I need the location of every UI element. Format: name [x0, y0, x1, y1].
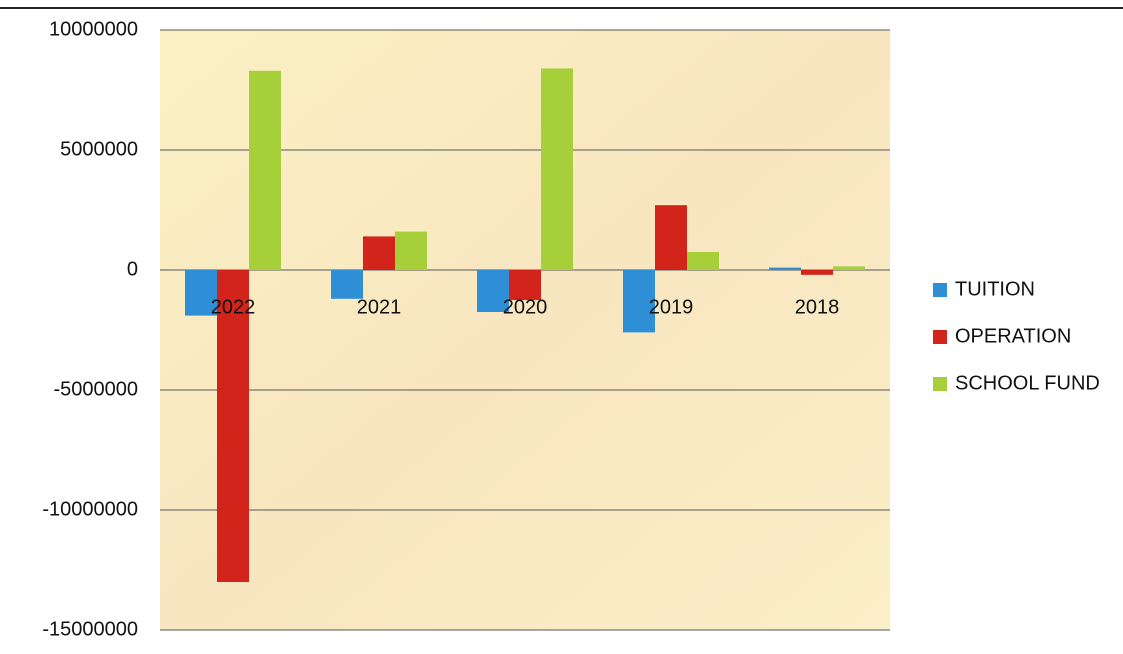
x-tick-label: 2018 — [795, 296, 840, 318]
plot-background — [160, 30, 890, 630]
legend-swatch — [933, 377, 947, 391]
bar — [769, 267, 801, 270]
bar — [477, 270, 509, 312]
bar — [363, 236, 395, 270]
bar — [655, 205, 687, 270]
bar — [801, 270, 833, 275]
y-tick-label: -5000000 — [53, 378, 138, 400]
legend-swatch — [933, 330, 947, 344]
bar — [687, 252, 719, 270]
legend-label: OPERATION — [955, 325, 1071, 347]
x-tick-label: 2020 — [503, 296, 548, 318]
legend-label: TUITION — [955, 278, 1035, 300]
bar — [331, 270, 363, 299]
y-tick-label: 5000000 — [60, 138, 138, 160]
legend-swatch — [933, 283, 947, 297]
x-tick-label: 2019 — [649, 296, 694, 318]
x-tick-label: 2022 — [211, 296, 256, 318]
bar — [509, 270, 541, 300]
bar — [395, 231, 427, 270]
bar — [541, 68, 573, 271]
x-tick-label: 2021 — [357, 296, 402, 318]
bar — [249, 70, 281, 270]
y-tick-label: 10000000 — [49, 18, 138, 40]
bar — [833, 266, 865, 270]
bar — [185, 270, 217, 316]
bar — [623, 270, 655, 333]
y-tick-label: 0 — [127, 258, 138, 280]
legend-label: SCHOOL FUND — [955, 372, 1100, 394]
bar — [217, 270, 249, 582]
y-tick-label: -15000000 — [42, 618, 138, 640]
y-tick-label: -10000000 — [42, 498, 138, 520]
